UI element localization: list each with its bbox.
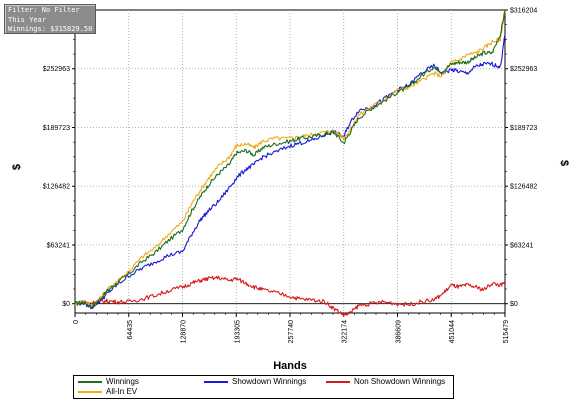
winnings-line: Winnings: $315829.50 bbox=[8, 25, 93, 33]
y-tick-label-right: $126482 bbox=[510, 184, 537, 191]
series-line-showdown-winnings bbox=[74, 34, 506, 310]
legend-label: All-In EV bbox=[106, 387, 138, 396]
x-tick-label: 451044 bbox=[449, 320, 456, 343]
y-axis-label-left: $ bbox=[11, 164, 23, 170]
y-tick-label-left: $252963 bbox=[43, 66, 70, 73]
legend-label: Showdown Winnings bbox=[232, 377, 307, 386]
y-tick-label-left: $189723 bbox=[43, 125, 70, 132]
y-tick-label-right: $316204 bbox=[510, 8, 537, 15]
y-tick-label-left: $0 bbox=[62, 301, 70, 308]
y-tick-label-right: $252963 bbox=[510, 66, 537, 73]
y-tick-label-right: $189723 bbox=[510, 125, 537, 132]
filter-panel: Filter: No Filter This Year Winnings: $3… bbox=[4, 4, 96, 34]
x-tick-label: 515479 bbox=[503, 320, 510, 343]
chart-legend: Winnings Showdown Winnings Non Showdown … bbox=[73, 375, 454, 399]
y-tick-label-left: $63241 bbox=[47, 242, 70, 249]
x-tick-label: 322174 bbox=[342, 320, 349, 343]
x-tick-label: 386609 bbox=[395, 320, 402, 343]
filter-line: Filter: No Filter bbox=[8, 6, 80, 14]
x-tick-label: 193305 bbox=[234, 320, 241, 343]
series-line-winnings bbox=[74, 9, 506, 309]
period-line: This Year bbox=[8, 15, 46, 24]
x-tick-label: 257740 bbox=[288, 320, 295, 343]
legend-label: Non Showdown Winnings bbox=[354, 377, 446, 386]
y-tick-label-right: $0 bbox=[510, 301, 518, 308]
legend-swatch bbox=[78, 381, 102, 383]
legend-swatch bbox=[326, 381, 350, 383]
x-tick-label: 0 bbox=[73, 320, 80, 324]
legend-swatch bbox=[204, 381, 228, 383]
y-tick-label-left: $126482 bbox=[43, 184, 70, 191]
x-tick-label: 64435 bbox=[127, 320, 134, 340]
legend-label: Winnings bbox=[106, 377, 139, 386]
y-tick-label-right: $63241 bbox=[510, 242, 533, 249]
legend-swatch bbox=[78, 391, 102, 393]
x-axis-label: Hands bbox=[273, 360, 307, 372]
series-line-non-showdown-winnings bbox=[74, 275, 506, 317]
x-tick-label: 128870 bbox=[181, 320, 188, 343]
y-axis-label-right: $ bbox=[558, 160, 570, 166]
